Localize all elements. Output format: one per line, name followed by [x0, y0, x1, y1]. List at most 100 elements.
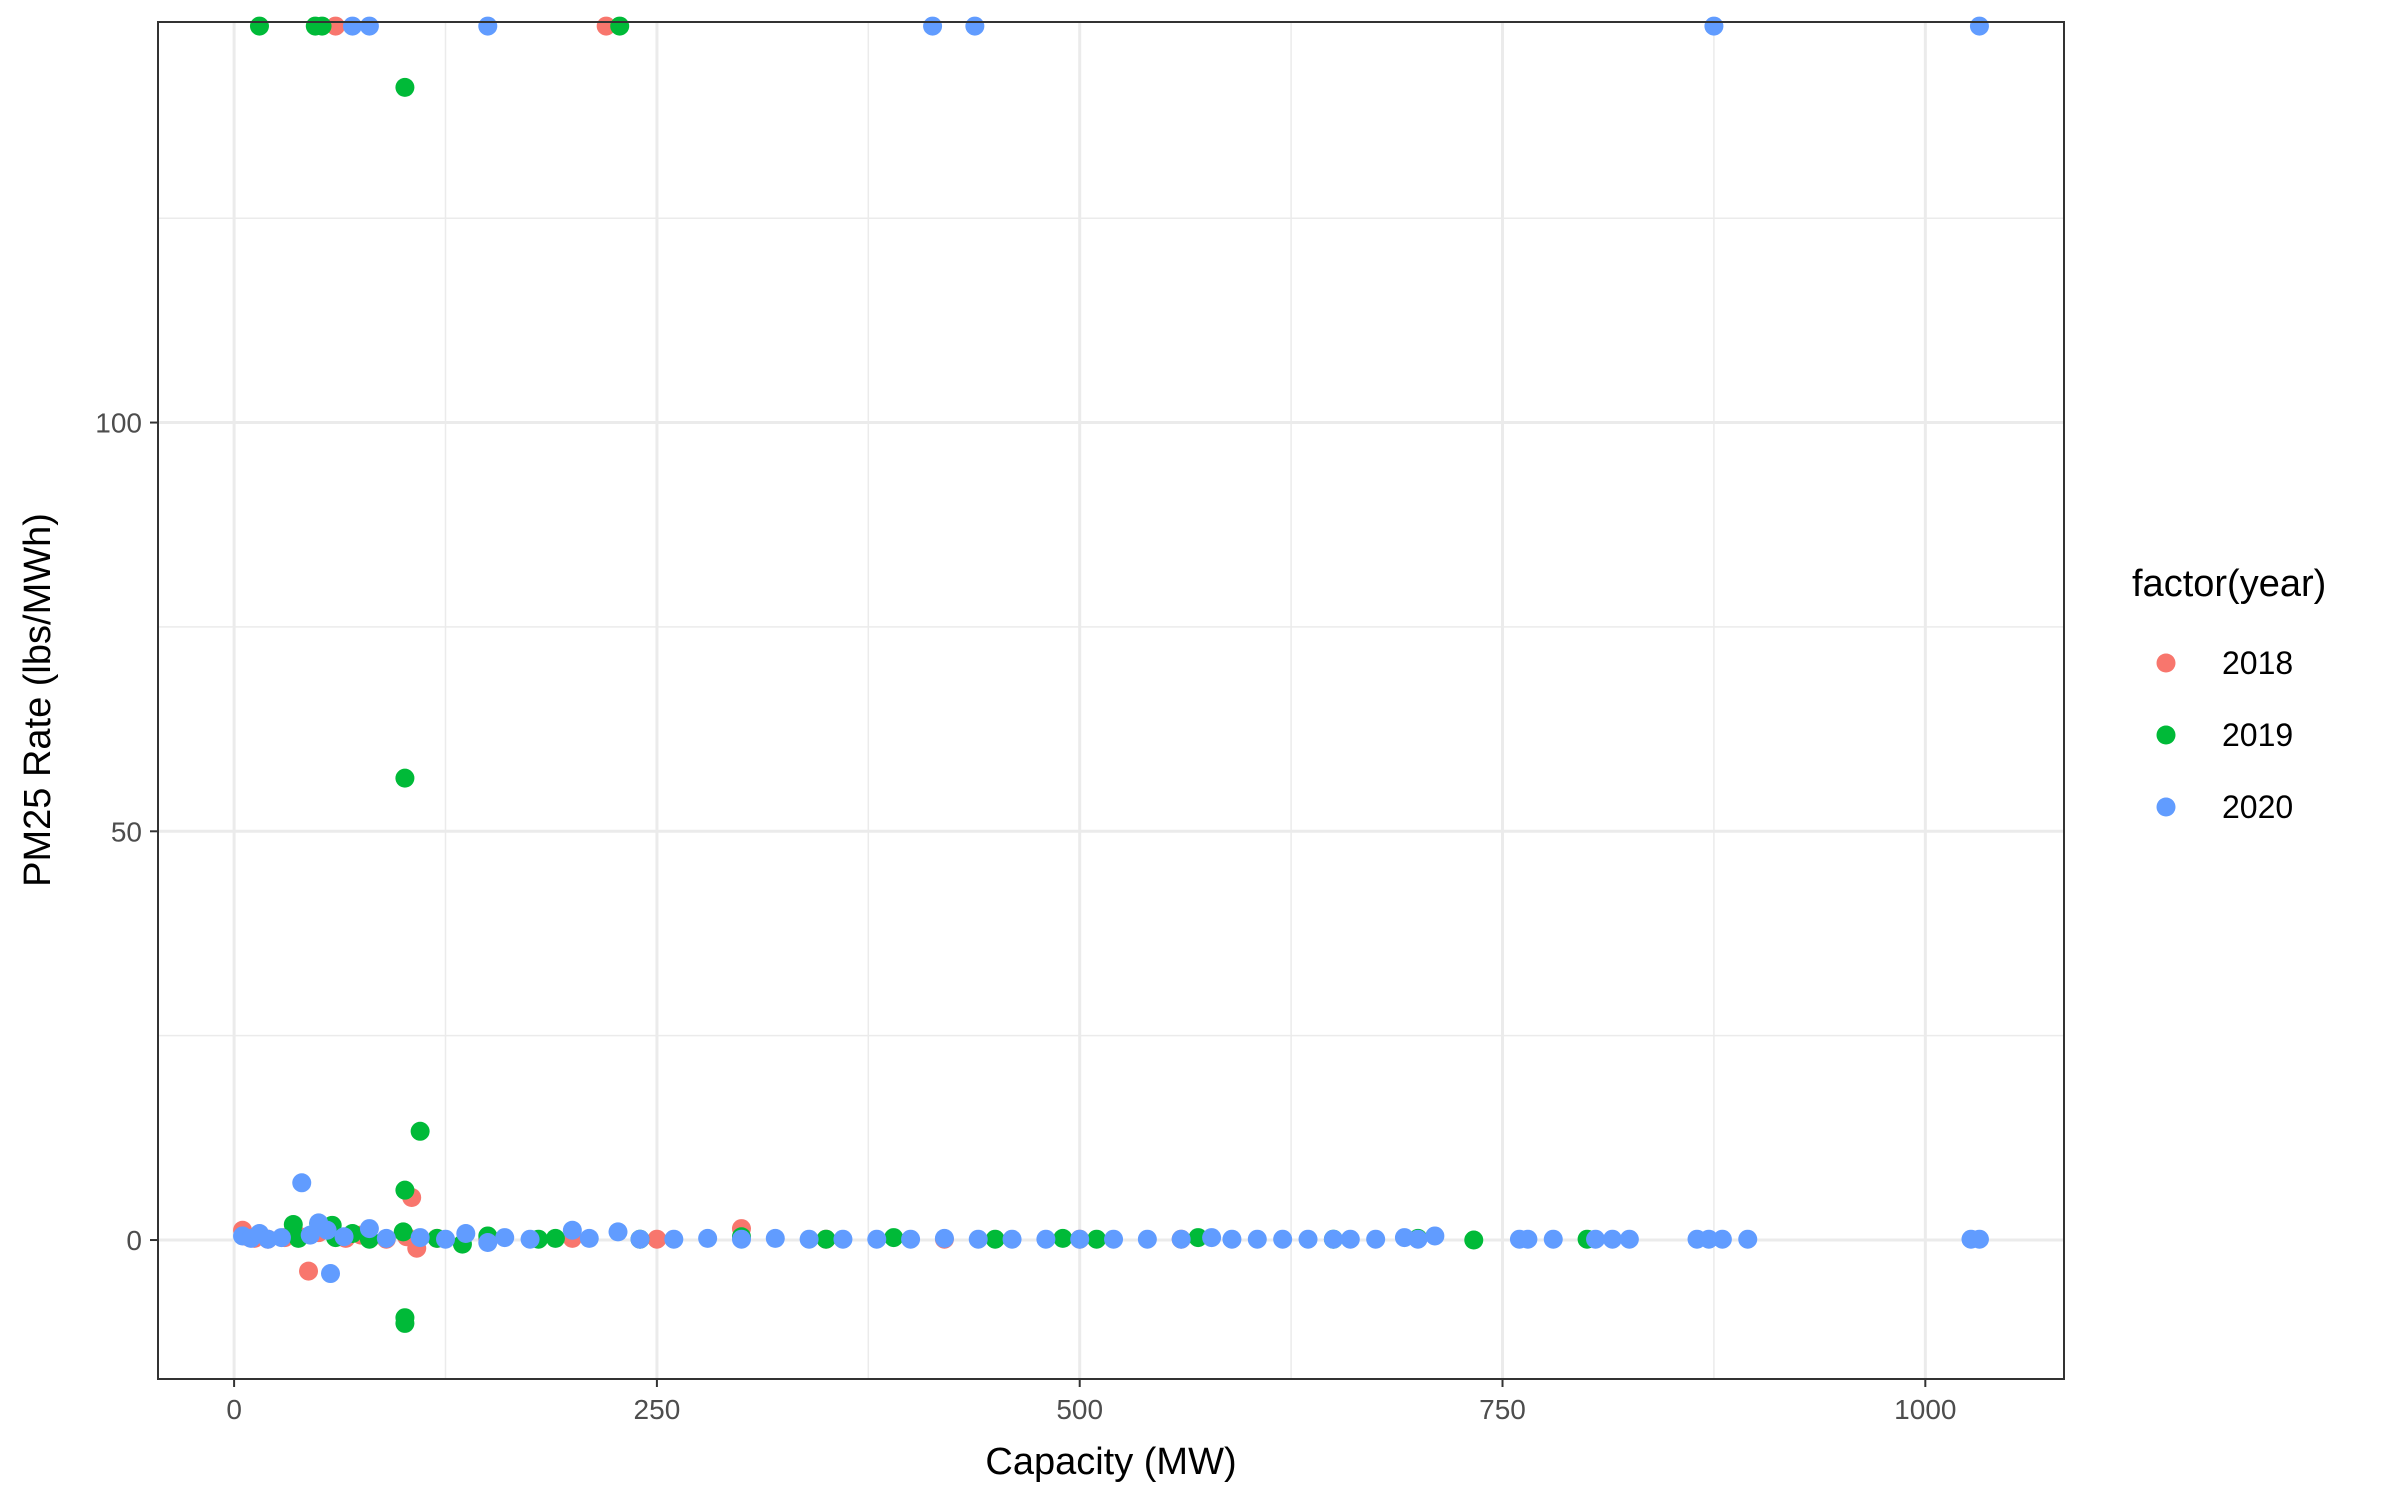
data-point — [271, 1228, 291, 1248]
data-point — [1002, 1229, 1022, 1249]
data-point — [321, 1264, 341, 1284]
data-point — [765, 1228, 785, 1248]
data-point — [630, 1229, 650, 1249]
data-point — [1188, 1228, 1208, 1248]
data-point — [1137, 1229, 1157, 1249]
legend-key-2018 — [2156, 653, 2176, 673]
legend-keys: 2018 2019 2020 — [2156, 645, 2293, 825]
data-point — [436, 1229, 456, 1249]
legend-label-2019: 2019 — [2222, 717, 2293, 753]
x-tick-label: 1000 — [1894, 1394, 1956, 1425]
x-tick-label: 500 — [1056, 1394, 1103, 1425]
data-point — [579, 1228, 599, 1248]
data-point — [1619, 1229, 1639, 1249]
data-point — [359, 16, 379, 36]
data-point — [731, 1229, 751, 1249]
data-point — [1969, 16, 1989, 36]
y-axis-title: PM25 Rate (lbs/MWh) — [17, 513, 59, 887]
data-point — [478, 1232, 498, 1252]
data-point — [1704, 16, 1724, 36]
data-point — [664, 1229, 684, 1249]
data-point — [1036, 1229, 1056, 1249]
data-point — [934, 1228, 954, 1248]
data-point — [968, 1229, 988, 1249]
plot-panel-background — [158, 22, 2064, 1379]
data-point — [545, 1228, 565, 1248]
data-point — [647, 1229, 667, 1249]
data-point — [1070, 1229, 1090, 1249]
data-point — [1104, 1229, 1124, 1249]
data-point — [1408, 1229, 1428, 1249]
data-point — [299, 1261, 319, 1281]
data-point — [292, 1173, 312, 1193]
data-point — [376, 1228, 396, 1248]
x-tick-label: 0 — [226, 1394, 242, 1425]
data-point — [1340, 1229, 1360, 1249]
data-point — [923, 16, 943, 36]
x-axis-title: Capacity (MW) — [985, 1441, 1236, 1483]
data-point — [495, 1228, 515, 1248]
data-point — [1712, 1229, 1732, 1249]
data-point — [867, 1229, 887, 1249]
data-point — [1425, 1226, 1445, 1246]
data-point — [608, 1222, 628, 1242]
data-point — [1323, 1229, 1343, 1249]
data-point — [1053, 1228, 1073, 1248]
data-point — [1543, 1229, 1563, 1249]
data-point — [1298, 1229, 1318, 1249]
data-point — [395, 77, 415, 97]
data-point — [342, 16, 362, 36]
data-point — [334, 1227, 354, 1247]
y-tick-label: 0 — [126, 1225, 142, 1256]
data-point — [1969, 1229, 1989, 1249]
data-point — [478, 16, 498, 36]
x-tick-label: 250 — [634, 1394, 681, 1425]
legend-title: factor(year) — [2132, 563, 2326, 605]
data-point — [1738, 1229, 1758, 1249]
data-point — [562, 1220, 582, 1240]
data-point — [393, 1222, 413, 1242]
data-point — [884, 1228, 904, 1248]
data-point — [816, 1229, 836, 1249]
y-tick-label: 100 — [95, 408, 142, 439]
data-point — [317, 1220, 337, 1240]
data-point — [300, 1225, 320, 1245]
data-point — [1087, 1229, 1107, 1249]
legend-label-2018: 2018 — [2222, 645, 2293, 681]
data-point — [410, 1121, 430, 1141]
legend: factor(year) 2018 2019 2020 — [2132, 563, 2326, 825]
data-point — [312, 16, 332, 36]
data-point — [610, 16, 630, 36]
data-point — [965, 16, 985, 36]
data-point — [1222, 1229, 1242, 1249]
legend-key-2019 — [2156, 725, 2176, 745]
legend-key-2020 — [2156, 797, 2176, 817]
data-point — [410, 1228, 430, 1248]
data-point — [1247, 1229, 1267, 1249]
data-point — [1464, 1230, 1484, 1250]
data-point — [1366, 1229, 1386, 1249]
legend-label-2020: 2020 — [2222, 789, 2293, 825]
data-point — [395, 1313, 415, 1333]
data-point — [1602, 1229, 1622, 1249]
x-tick-label: 750 — [1479, 1394, 1526, 1425]
data-point — [833, 1229, 853, 1249]
data-point — [1171, 1229, 1191, 1249]
data-point — [1202, 1228, 1222, 1248]
data-point — [1586, 1229, 1606, 1249]
axes: 0 250 500 750 1000 0 50 100 — [95, 408, 1956, 1425]
plot-panel-border — [157, 21, 2065, 1380]
data-point — [456, 1223, 476, 1243]
data-point — [395, 1180, 415, 1200]
data-point — [1518, 1229, 1538, 1249]
data-point — [1273, 1229, 1293, 1249]
data-point — [901, 1229, 921, 1249]
data-point — [698, 1228, 718, 1248]
data-point — [395, 768, 415, 788]
data-point — [1699, 1229, 1719, 1249]
data-point — [799, 1229, 819, 1249]
data-point — [249, 16, 269, 36]
data-point — [985, 1229, 1005, 1249]
y-tick-label: 50 — [111, 816, 142, 847]
